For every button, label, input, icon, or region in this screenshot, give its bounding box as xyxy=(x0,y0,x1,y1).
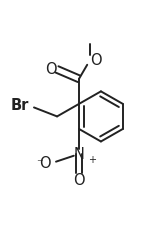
Text: N: N xyxy=(74,146,84,162)
Text: O: O xyxy=(39,156,51,171)
Text: +: + xyxy=(88,155,96,165)
Text: O: O xyxy=(73,173,85,188)
Text: ⁻: ⁻ xyxy=(36,157,43,170)
Text: O: O xyxy=(90,52,102,68)
Text: Br: Br xyxy=(11,98,29,113)
Text: O: O xyxy=(46,62,57,77)
